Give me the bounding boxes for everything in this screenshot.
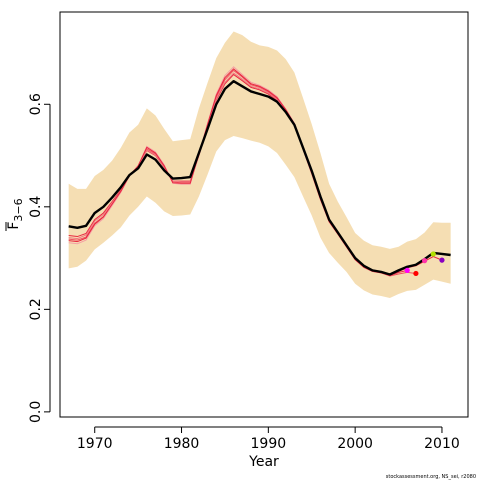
x-tick-label-1980: 1980 <box>164 436 200 452</box>
y-axis-title: F3−6 <box>6 198 25 229</box>
endpoint-marker-2007 <box>413 270 419 277</box>
y-tick-label-2: 0.4 <box>28 196 44 218</box>
x-tick-label-1970: 1970 <box>77 436 113 452</box>
endpoint-marker-2009 <box>430 251 436 257</box>
y-tick-label-0: 0.0 <box>28 401 44 423</box>
plot-frame <box>59 11 469 418</box>
plot-area <box>68 31 451 299</box>
credit-text: stockassessment.org, NS_sei, r2080 <box>386 474 476 480</box>
y-axis-title-main: F <box>6 222 22 230</box>
y-tick-label-1: 0.2 <box>28 298 44 320</box>
endpoint-marker-2010 <box>439 257 445 263</box>
estimate-line <box>68 80 451 276</box>
x-axis-title: Year <box>248 454 279 470</box>
y-axis-title-group: F3−6 <box>5 198 25 231</box>
endpoint-marker-2006 <box>404 267 410 273</box>
axes: 1970 1980 1990 2000 2010 0.0 0.2 0.4 0.6 <box>28 93 460 452</box>
endpoint-marker-2008 <box>421 258 428 264</box>
x-tick-label-2010: 2010 <box>424 436 460 452</box>
x-tick-label-1990: 1990 <box>251 436 287 452</box>
x-tick-label-2000: 2000 <box>337 436 373 452</box>
y-axis-title-subscript: 3−6 <box>12 198 25 221</box>
y-tick-label-3: 0.6 <box>28 93 44 115</box>
